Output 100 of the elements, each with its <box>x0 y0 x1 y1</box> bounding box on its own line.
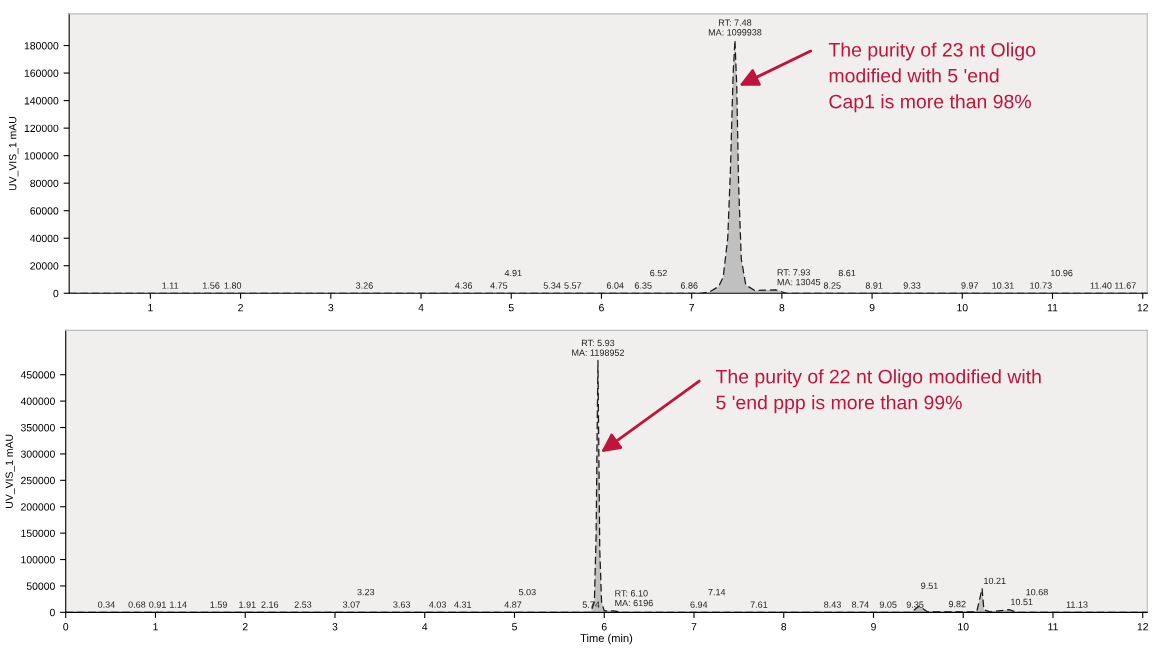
annotation: 3.23 <box>357 588 375 596</box>
annotation: 1.11 <box>162 282 179 289</box>
annotation: 1.56 <box>202 282 220 289</box>
y-tick-label: 160000 <box>24 69 59 77</box>
x-tick-label: 3 <box>332 623 338 631</box>
x-tick-label: 11 <box>1047 304 1058 312</box>
y-tick-label: 200000 <box>21 503 55 511</box>
x-tick-label: 11 <box>1048 623 1058 631</box>
y-axis-title: UV_VIS_1 mAU <box>9 117 19 191</box>
x-tick-label: 4 <box>422 623 428 631</box>
annotation: 10.73 <box>1030 282 1052 289</box>
annotation: 8.91 <box>865 282 883 289</box>
annotation: 2.16 <box>261 601 279 608</box>
y-tick-label: 140000 <box>24 97 59 105</box>
y-tick-label: 250000 <box>21 476 55 485</box>
x-tick-label: 3 <box>328 303 334 312</box>
x-tick-label: 6 <box>601 623 607 631</box>
y-tick-label: 400000 <box>20 397 55 405</box>
x-axis-title: Time (min) <box>580 633 633 645</box>
annotation: 4.75 <box>490 282 508 289</box>
x-tick-label: 8 <box>779 303 785 312</box>
annotation: 5.34 <box>543 282 561 289</box>
annotation: 9.51 <box>921 582 938 589</box>
x-tick-label: 10 <box>958 623 969 631</box>
annotation: 9.82 <box>948 600 966 608</box>
annotation: 4.36 <box>455 282 473 289</box>
annotation: 7.14 <box>708 588 726 596</box>
annotation: 6.52 <box>650 269 667 277</box>
x-tick-label: 9 <box>869 303 875 312</box>
annotation: 11.67 <box>1115 282 1136 289</box>
annotation: 3.26 <box>355 282 373 289</box>
annotation: 7.61 <box>750 601 768 608</box>
annotation: 2.53 <box>294 601 312 608</box>
y-tick-label: 450000 <box>20 371 55 379</box>
annotation: 11.40 <box>1090 282 1112 289</box>
y-tick-label: 80000 <box>30 179 59 188</box>
annotation: RT: 7.48 MA: 1099938 <box>708 19 762 36</box>
annotation: 6.35 <box>634 282 652 289</box>
annotation: 9.35 <box>906 601 924 608</box>
annotation: 10.51 <box>1011 598 1033 606</box>
x-tick-label: 5 <box>512 623 517 631</box>
x-tick-label: 10 <box>957 303 968 312</box>
annotation: 8.43 <box>824 601 841 608</box>
y-tick-label: 100000 <box>21 556 55 564</box>
annotation: RT: 7.93 MA: 13045 <box>777 269 821 286</box>
annotation: 9.05 <box>879 601 897 608</box>
annotation: 8.25 <box>823 282 841 289</box>
annotation: 6.86 <box>680 282 698 289</box>
y-tick-label: 150000 <box>21 529 55 538</box>
x-tick-label: 8 <box>781 623 787 631</box>
annotation: 10.96 <box>1050 269 1073 277</box>
y-tick-label: 0 <box>49 608 55 617</box>
annotation: 9.97 <box>961 282 979 289</box>
x-tick-label: 5 <box>508 304 514 312</box>
annotation: 0.91 <box>149 601 166 608</box>
x-tick-label: 0 <box>63 623 69 631</box>
annotation: 1.14 <box>170 601 187 608</box>
y-tick-label: 350000 <box>20 424 55 432</box>
x-tick-label: 12 <box>1137 303 1148 312</box>
annotation: 9.33 <box>903 282 921 289</box>
y-tick-label: 300000 <box>20 450 55 458</box>
y-tick-label: 180000 <box>24 42 59 50</box>
y-tick-label: 120000 <box>24 124 59 132</box>
annotation: 1.91 <box>239 601 256 608</box>
annotation: 4.31 <box>454 601 472 608</box>
annotation: 11.13 <box>1066 601 1088 608</box>
x-tick-label: 2 <box>242 623 248 631</box>
annotation: 10.31 <box>992 282 1014 289</box>
annotation: RT: 5.93 MA: 1198952 <box>572 339 625 356</box>
annotation: 4.03 <box>429 601 446 608</box>
annotation: 10.68 <box>1026 588 1048 596</box>
annotation: The purity of 22 nt Oligo modified with 5 'end ppp is more than 99% <box>715 369 1041 414</box>
x-tick-label: 12 <box>1137 623 1149 631</box>
x-tick-label: 4 <box>418 304 424 312</box>
x-tick-label: 1 <box>153 623 158 631</box>
x-tick-label: 1 <box>148 304 153 312</box>
annotation: 3.63 <box>393 601 411 608</box>
annotation: 0.68 <box>128 601 146 608</box>
y-tick-label: 100000 <box>24 152 59 160</box>
annotation: 10.21 <box>984 577 1006 585</box>
annotation: RT: 6.10 MA: 6196 <box>615 590 653 607</box>
annotation: 4.87 <box>504 601 522 608</box>
x-tick-label: 2 <box>238 303 243 312</box>
annotation: 4.91 <box>504 269 522 277</box>
x-tick-label: 7 <box>689 304 695 312</box>
annotation: 5.57 <box>564 282 582 289</box>
annotation: 3.07 <box>342 601 360 608</box>
y-tick-label: 0 <box>53 289 59 298</box>
y-tick-label: 50000 <box>26 582 55 590</box>
x-tick-label: 7 <box>691 623 697 631</box>
annotation: 1.59 <box>210 601 227 608</box>
annotation: 5.03 <box>518 588 536 596</box>
annotation: 6.94 <box>690 601 708 608</box>
annotation: 0.34 <box>97 601 115 608</box>
x-tick-label: 9 <box>871 623 876 631</box>
y-tick-label: 40000 <box>30 234 59 243</box>
x-tick-label: 6 <box>599 303 604 312</box>
y-axis-title: UV_VIS_1 mAU <box>5 434 15 508</box>
annotation: 6.04 <box>606 282 624 289</box>
annotation: 8.61 <box>838 269 856 277</box>
